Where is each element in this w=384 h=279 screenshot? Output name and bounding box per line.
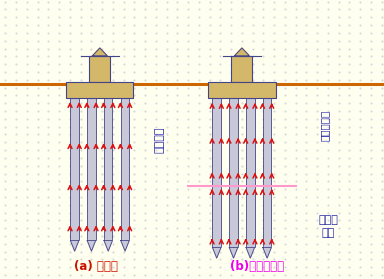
Bar <box>212 98 221 247</box>
Bar <box>263 98 271 247</box>
Polygon shape <box>121 240 129 251</box>
Text: (b)端承摩擦桩: (b)端承摩擦桩 <box>230 260 284 273</box>
Polygon shape <box>93 48 107 56</box>
Polygon shape <box>235 48 249 56</box>
Bar <box>70 98 79 240</box>
Bar <box>66 82 134 98</box>
Bar <box>246 98 255 247</box>
Bar <box>121 98 129 240</box>
Text: 软弱土层: 软弱土层 <box>154 126 164 153</box>
Text: 较坚硬: 较坚硬 <box>318 215 338 225</box>
Bar <box>104 98 113 240</box>
Polygon shape <box>212 247 221 258</box>
Polygon shape <box>229 247 238 258</box>
Bar <box>208 82 275 98</box>
Polygon shape <box>70 240 79 251</box>
Bar <box>89 56 111 82</box>
Bar <box>229 98 238 247</box>
Polygon shape <box>87 240 96 251</box>
Bar <box>87 98 96 240</box>
Text: (a) 摩擦桩: (a) 摩擦桩 <box>74 260 118 273</box>
Polygon shape <box>246 247 255 258</box>
Polygon shape <box>104 240 113 251</box>
Polygon shape <box>263 247 271 258</box>
Text: 土层: 土层 <box>322 228 335 238</box>
Text: 较软弱土层: 较软弱土层 <box>319 110 329 141</box>
Bar <box>231 56 253 82</box>
